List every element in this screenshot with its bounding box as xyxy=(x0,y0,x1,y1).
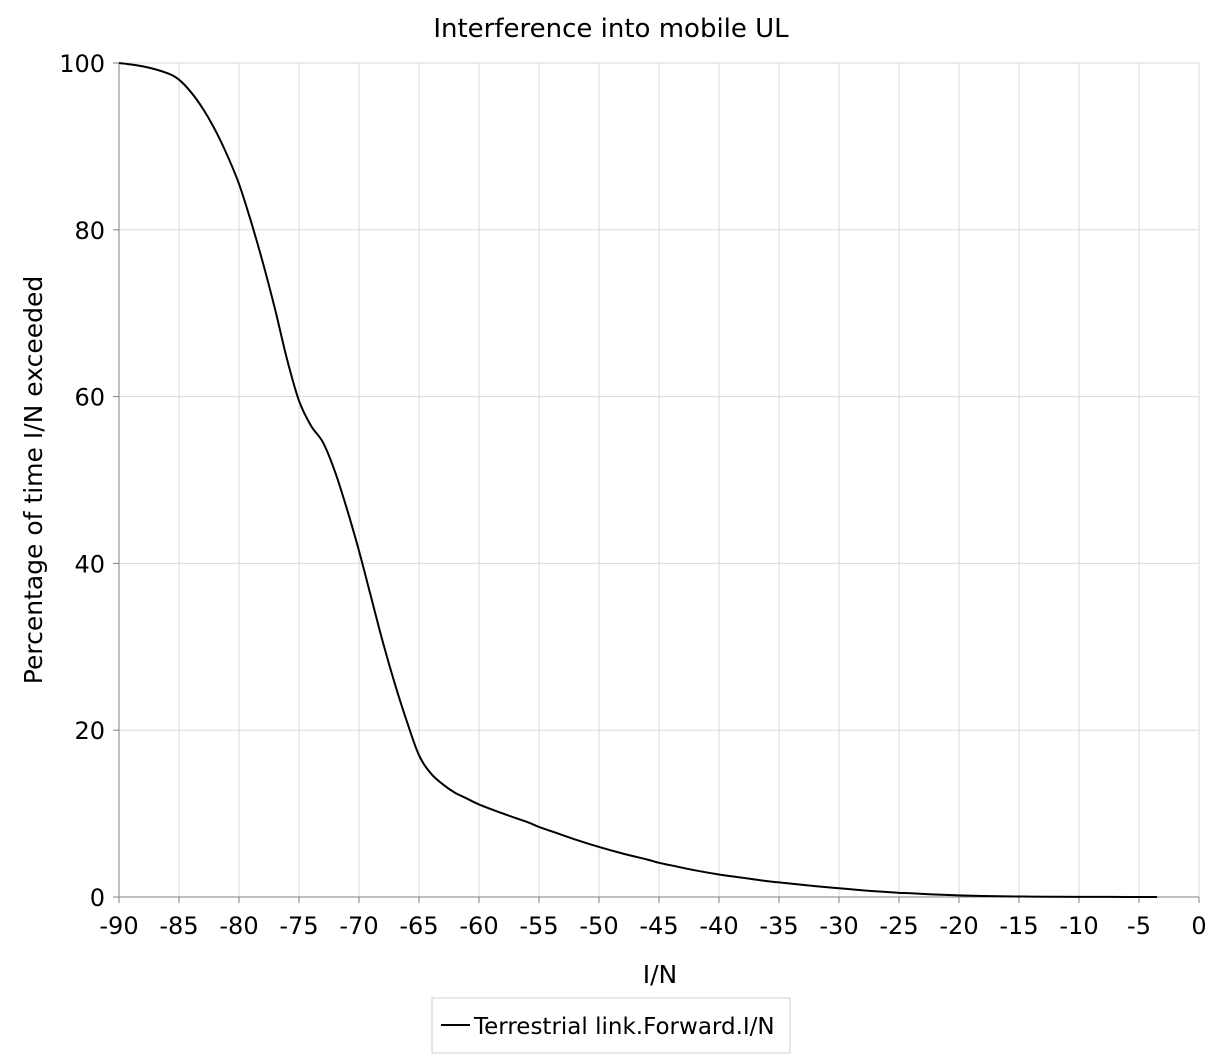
y-tick-label: 40 xyxy=(74,550,105,578)
y-tick-label: 20 xyxy=(74,717,105,745)
y-axis-label: Percentage of time I/N exceeded xyxy=(19,276,48,684)
series-layer xyxy=(118,62,1158,899)
x-tick-label: -80 xyxy=(219,912,258,940)
x-tick-label: 0 xyxy=(1191,912,1206,940)
x-tick-label: -20 xyxy=(939,912,978,940)
series-line-0 xyxy=(118,62,1158,899)
y-tick-label: 100 xyxy=(59,50,105,78)
legend-entry: Terrestrial link.Forward.I/N xyxy=(473,1014,775,1040)
chart-title: Interference into mobile UL xyxy=(433,14,789,44)
x-tick-label: -60 xyxy=(459,912,498,940)
x-tick-label: -15 xyxy=(999,912,1038,940)
x-tick-label: -40 xyxy=(699,912,738,940)
x-axis-label: I/N xyxy=(643,960,678,989)
legend: Terrestrial link.Forward.I/N xyxy=(431,997,791,1054)
x-tick-label: -90 xyxy=(99,912,138,940)
x-tick-label: -45 xyxy=(639,912,678,940)
x-tick-label: -35 xyxy=(759,912,798,940)
grid xyxy=(118,62,1200,898)
tick-labels: -90 -85 -80 -75 -70 -65 -60 -55 -50 -45 -40 -35 -30-… xyxy=(59,50,1206,940)
x-tick-label: -25 xyxy=(879,912,918,940)
y-tick-label: 60 xyxy=(74,384,105,412)
x-tick-label: -70 xyxy=(339,912,378,940)
y-tick-label: 80 xyxy=(74,217,105,245)
x-tick-label: -55 xyxy=(519,912,558,940)
y-tick-label: 0 xyxy=(90,884,105,912)
x-tick-label: -50 xyxy=(579,912,618,940)
axes xyxy=(113,62,1200,903)
x-tick-label: -5 xyxy=(1127,912,1151,940)
legend-box xyxy=(431,997,791,1054)
x-tick-label: -65 xyxy=(399,912,438,940)
x-tick-label: -10 xyxy=(1059,912,1098,940)
x-tick-label: -75 xyxy=(279,912,318,940)
x-tick-label: -30 xyxy=(819,912,858,940)
x-tick-label: -85 xyxy=(159,912,198,940)
